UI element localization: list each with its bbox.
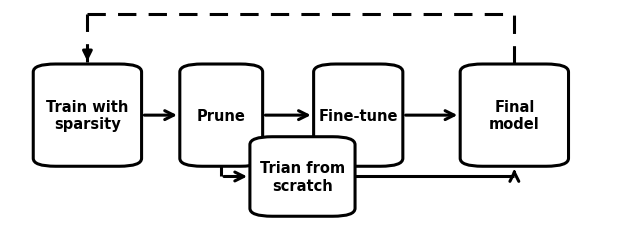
- Text: Train with
sparsity: Train with sparsity: [46, 100, 129, 132]
- Text: Prune: Prune: [196, 108, 246, 123]
- FancyBboxPatch shape: [460, 65, 568, 166]
- Text: Trian from
scratch: Trian from scratch: [260, 161, 345, 193]
- FancyBboxPatch shape: [180, 65, 262, 166]
- FancyBboxPatch shape: [33, 65, 141, 166]
- FancyBboxPatch shape: [314, 65, 403, 166]
- Text: Fine-tune: Fine-tune: [319, 108, 398, 123]
- Text: Final
model: Final model: [489, 100, 540, 132]
- FancyBboxPatch shape: [250, 137, 355, 216]
